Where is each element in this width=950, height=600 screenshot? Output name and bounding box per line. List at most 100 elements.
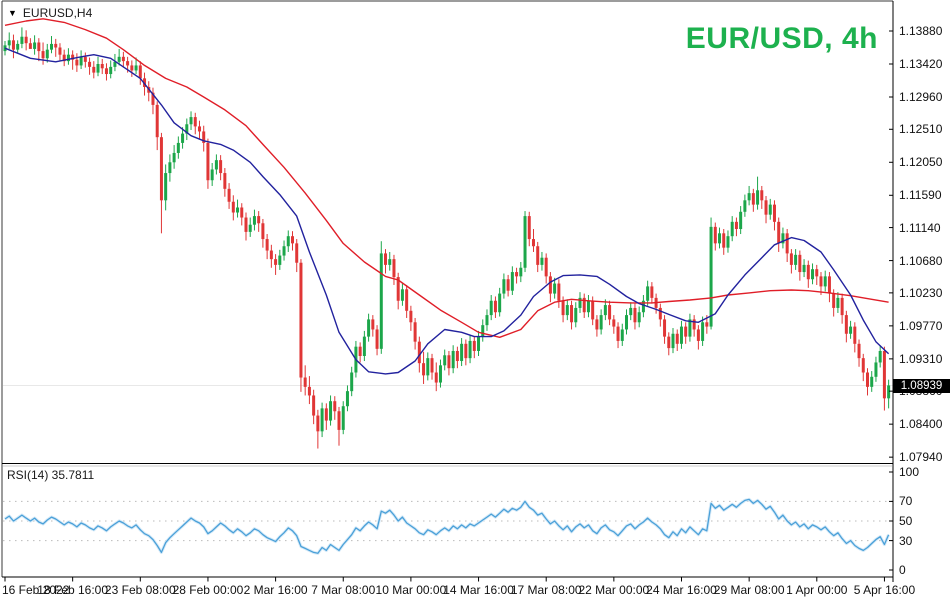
candle-body bbox=[819, 276, 823, 287]
date-tick-label: 2 Mar 16:00 bbox=[243, 583, 308, 597]
candle-body bbox=[586, 300, 590, 313]
candle-body bbox=[240, 207, 244, 218]
candle-body bbox=[261, 223, 265, 240]
rsi-level-label: 70 bbox=[899, 494, 913, 509]
candle-body bbox=[565, 305, 569, 316]
candle-body bbox=[316, 415, 320, 432]
candle-body bbox=[100, 64, 104, 69]
candle-body bbox=[367, 319, 371, 337]
candle-body bbox=[41, 51, 45, 59]
candle-body bbox=[202, 131, 206, 143]
candle-body bbox=[815, 269, 819, 277]
date-tick-label: 23 Feb 08:00 bbox=[104, 583, 176, 597]
candle-body bbox=[823, 276, 827, 287]
candle-body bbox=[675, 333, 679, 344]
candle-body bbox=[16, 43, 20, 50]
candle-body bbox=[312, 395, 316, 416]
candle-body bbox=[96, 64, 100, 73]
candle-body bbox=[536, 246, 540, 265]
price-tick-label: 1.10230 bbox=[899, 285, 943, 300]
candle-body bbox=[92, 66, 96, 73]
candle-body bbox=[257, 216, 261, 224]
candle-body bbox=[451, 350, 455, 369]
candle-body bbox=[295, 243, 299, 263]
candle-body bbox=[138, 65, 142, 79]
candle-body bbox=[341, 406, 345, 430]
candle-body bbox=[443, 355, 447, 366]
candle-body bbox=[608, 305, 612, 320]
candle-body bbox=[269, 250, 273, 260]
price-tick-label: 1.09770 bbox=[899, 318, 943, 333]
candle-body bbox=[358, 346, 362, 357]
candle-body bbox=[282, 246, 286, 256]
candle-body bbox=[718, 233, 722, 244]
candle-body bbox=[37, 42, 41, 52]
candle-body bbox=[278, 255, 282, 265]
candle-body bbox=[227, 188, 231, 202]
candle-body bbox=[130, 65, 134, 71]
candle-body bbox=[33, 42, 37, 49]
candle-body bbox=[582, 297, 586, 313]
date-tick-label: 28 Feb 00:00 bbox=[172, 583, 244, 597]
ma-blue-line bbox=[4, 47, 890, 375]
candle-body bbox=[544, 257, 548, 277]
candle-body bbox=[155, 104, 159, 138]
candle-body bbox=[785, 233, 789, 254]
candle-body bbox=[54, 43, 58, 48]
rsi-level-label: 30 bbox=[899, 533, 913, 548]
candle-body bbox=[510, 272, 514, 291]
candle-body bbox=[794, 254, 798, 265]
price-tick-label: 1.12050 bbox=[899, 155, 943, 170]
candle-body bbox=[214, 160, 218, 170]
candle-body bbox=[756, 190, 760, 205]
candle-body bbox=[464, 343, 468, 359]
price-tick-label: 1.08400 bbox=[899, 417, 943, 432]
date-tick-label: 5 Apr 16:00 bbox=[853, 583, 916, 597]
candle-body bbox=[806, 264, 810, 280]
candle-body bbox=[650, 286, 654, 298]
candle-body bbox=[244, 217, 248, 232]
candle-body bbox=[176, 142, 180, 153]
candle-body bbox=[764, 200, 768, 215]
candle-body bbox=[827, 276, 831, 294]
ma-red-line bbox=[4, 18, 889, 338]
candle-body bbox=[417, 341, 421, 364]
candle-body bbox=[426, 358, 430, 376]
candle-body bbox=[696, 329, 700, 341]
candle-body bbox=[612, 319, 616, 327]
candle-body bbox=[223, 173, 227, 189]
candle-body bbox=[134, 65, 138, 71]
candle-body bbox=[299, 262, 303, 378]
candle-body bbox=[663, 319, 667, 337]
candle-body bbox=[865, 372, 869, 387]
candle-body bbox=[375, 329, 379, 349]
candle-body bbox=[409, 310, 413, 323]
candle-body bbox=[485, 315, 489, 326]
candle-body bbox=[798, 254, 802, 273]
candle-body bbox=[265, 239, 269, 251]
candle-body bbox=[197, 126, 201, 132]
date-tick-label: 10 Mar 00:00 bbox=[375, 583, 447, 597]
candle-body bbox=[236, 207, 240, 213]
candle-body bbox=[28, 43, 32, 49]
candle-body bbox=[333, 401, 337, 412]
candle-body bbox=[210, 169, 214, 181]
rsi-level-label: 100 bbox=[899, 465, 920, 479]
candle-body bbox=[79, 56, 83, 66]
candle-body bbox=[506, 279, 510, 291]
candle-body bbox=[620, 329, 624, 341]
candle-body bbox=[726, 236, 730, 248]
candle-body bbox=[83, 56, 87, 62]
symbol-dropdown[interactable]: ▼ EURUSD,H4 bbox=[8, 6, 92, 20]
candle-body bbox=[206, 142, 210, 181]
candle-body bbox=[66, 54, 70, 62]
candle-body bbox=[515, 272, 519, 277]
candle-body bbox=[747, 193, 751, 201]
candle-body bbox=[468, 340, 472, 359]
candle-body bbox=[667, 336, 671, 349]
candle-body bbox=[861, 358, 865, 373]
candle-body bbox=[836, 297, 840, 308]
candle-body bbox=[185, 124, 189, 134]
candle-body bbox=[603, 305, 607, 316]
